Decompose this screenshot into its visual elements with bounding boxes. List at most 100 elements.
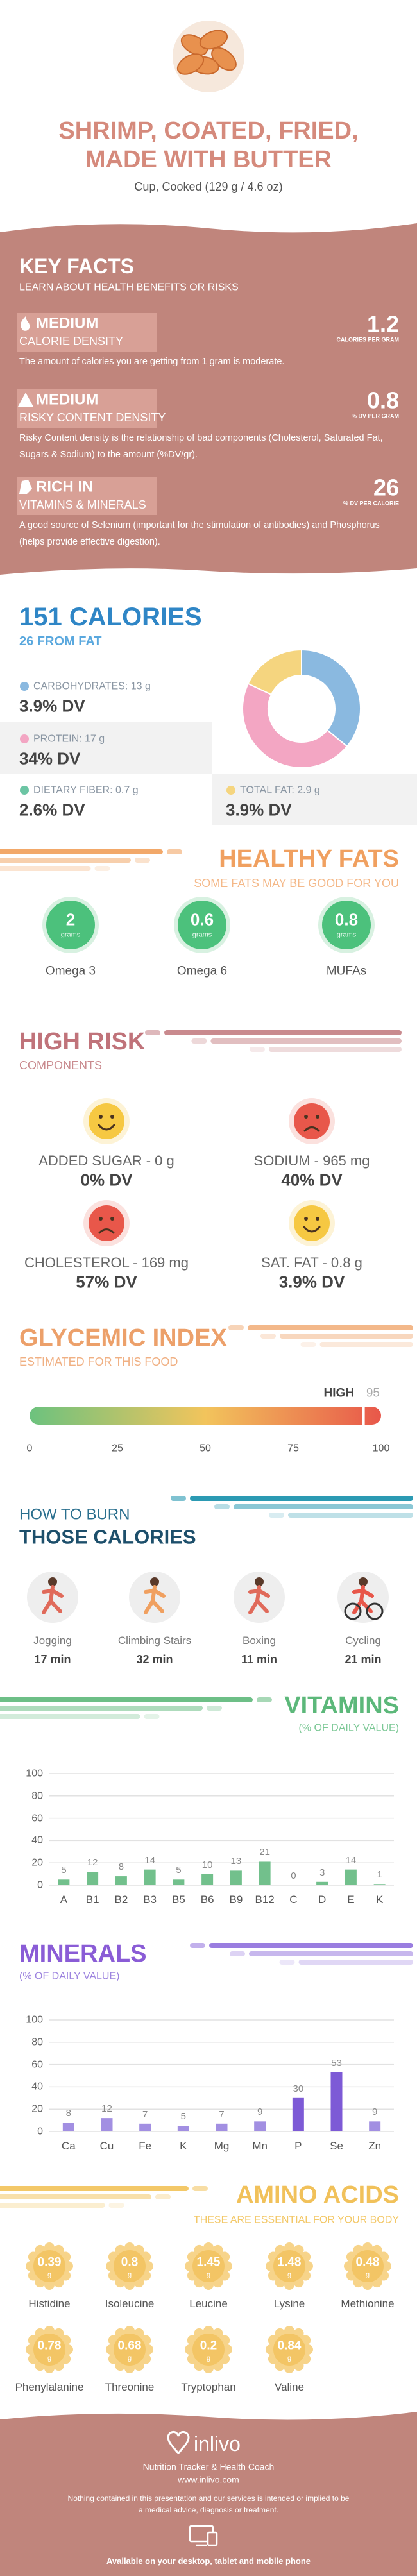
fat-value: 0.8 xyxy=(334,910,359,929)
activity-head xyxy=(48,1577,57,1586)
activity-name: Boxing xyxy=(243,1634,276,1647)
section-title: KEY FACTS xyxy=(19,254,134,278)
amino-value: 1.48 xyxy=(277,2255,302,2269)
donut-slice xyxy=(247,648,302,696)
amino-unit: g xyxy=(206,2271,211,2279)
amino-name: Leucine xyxy=(189,2297,228,2310)
fact-value: 26 xyxy=(373,474,399,501)
y-tick-label: 40 xyxy=(31,2081,43,2092)
bar xyxy=(177,2126,189,2131)
amino-badge-inner xyxy=(33,2334,65,2366)
section-subtitle: ESTIMATED FOR THIS FOOD xyxy=(19,1355,178,1369)
amino-name: Valine xyxy=(275,2380,304,2393)
bike-wheel xyxy=(344,1602,362,1620)
bar-value-label: 9 xyxy=(257,2106,263,2118)
y-tick-label: 100 xyxy=(26,2014,43,2026)
fat-name: Omega 3 xyxy=(45,964,96,978)
face-mouth xyxy=(98,1124,115,1131)
brand: inlivo xyxy=(194,2432,241,2455)
section-title: THOSE CALORIES xyxy=(19,1525,196,1548)
gi-level: HIGH xyxy=(323,1386,355,1400)
fact-value: 1.2 xyxy=(366,310,399,337)
x-tick-label: B6 xyxy=(200,1893,214,1906)
bar xyxy=(62,2123,74,2131)
logo-heart xyxy=(167,2431,190,2455)
amino-unit: g xyxy=(206,2354,211,2362)
macro-dv: 34% DV xyxy=(19,749,81,768)
face-eye xyxy=(110,1115,114,1119)
x-tick-label: P xyxy=(294,2139,302,2152)
y-tick-label: 40 xyxy=(31,1835,43,1846)
fact-unit: % DV PER GRAM xyxy=(351,412,399,419)
x-tick-label: Cu xyxy=(99,2139,114,2152)
amino-name: Isoleucine xyxy=(105,2297,155,2310)
fact-name: RISKY CONTENT DENSITY xyxy=(19,411,166,425)
bar xyxy=(139,2123,151,2131)
bar-value-label: 8 xyxy=(65,2108,71,2119)
risk-label: ADDED SUGAR - 0 g xyxy=(38,1152,174,1169)
chart-title: VITAMINS xyxy=(284,1692,399,1720)
face-eye xyxy=(304,1217,308,1221)
bar-value-label: 12 xyxy=(101,2103,112,2115)
section-subtitle: COMPONENTS xyxy=(19,1059,103,1072)
bar-value-label: 14 xyxy=(144,1854,155,1866)
face-eye xyxy=(110,1217,114,1221)
face-eye xyxy=(99,1115,103,1119)
section-heading: HOW TO BURN xyxy=(19,1505,130,1523)
risk-label: SODIUM - 965 mg xyxy=(253,1152,370,1169)
bar-value-label: 21 xyxy=(259,1847,270,1858)
fat-name: Omega 6 xyxy=(176,964,228,978)
x-tick-label: B9 xyxy=(229,1893,243,1906)
fact-name: CALORIE DENSITY xyxy=(19,335,124,348)
fact-tag xyxy=(17,477,157,515)
activity-head xyxy=(255,1577,264,1586)
bar-value-label: 10 xyxy=(201,1859,213,1870)
fat-circle xyxy=(322,901,371,949)
amino-value: 0.68 xyxy=(117,2339,142,2353)
face-eye xyxy=(99,1217,103,1221)
amino-badge-inner xyxy=(352,2250,384,2282)
fact-value: 0.8 xyxy=(366,387,399,414)
risk-dv: 40% DV xyxy=(281,1170,343,1190)
face-mouth xyxy=(98,1228,115,1234)
bar-value-label: 3 xyxy=(319,1867,325,1878)
face xyxy=(89,1103,124,1139)
y-tick-label: 100 xyxy=(26,1768,43,1779)
amino-unit: g xyxy=(127,2354,132,2362)
fat-unit: grams xyxy=(336,931,357,939)
bar xyxy=(173,1879,185,1885)
y-tick-label: 20 xyxy=(31,2103,43,2115)
face-eye xyxy=(316,1115,319,1119)
device-icon xyxy=(207,2531,218,2546)
legend-dot xyxy=(20,734,29,743)
amino-value: 0.8 xyxy=(121,2255,139,2269)
bar-value-label: 5 xyxy=(61,1865,67,1876)
fat-name: MUFAs xyxy=(326,964,367,978)
bar xyxy=(87,1872,99,1885)
amino-badge-inner xyxy=(114,2334,146,2366)
amino-badge-inner xyxy=(273,2250,305,2282)
gi-tick-label: 25 xyxy=(112,1443,123,1454)
activity-name: Jogging xyxy=(33,1634,72,1647)
bar-value-label: 30 xyxy=(293,2083,304,2094)
fact-tag xyxy=(17,389,157,428)
section-subtitle: THESE ARE ESSENTIAL FOR YOUR BODY xyxy=(193,2214,399,2226)
activity-time: 17 min xyxy=(34,1653,71,1666)
section-title: AMINO ACIDS xyxy=(235,2182,399,2209)
y-tick-label: 0 xyxy=(37,1879,43,1891)
macro-label: DIETARY FIBER: 0.7 g xyxy=(33,784,139,796)
activity-figure xyxy=(352,1585,374,1614)
fact-icon xyxy=(18,393,33,407)
bar xyxy=(369,2121,381,2131)
amino-value: 0.39 xyxy=(37,2255,62,2269)
fact-level: MEDIUM xyxy=(36,314,99,332)
donut-slice xyxy=(242,682,348,768)
section-title: 151 CALORIES xyxy=(19,603,202,631)
amino-name: Histidine xyxy=(28,2297,71,2310)
y-tick-label: 80 xyxy=(31,1790,43,1802)
risk-dv: 3.9% DV xyxy=(278,1272,345,1292)
fat-circle xyxy=(178,901,226,949)
bike-wheel xyxy=(366,1602,384,1620)
